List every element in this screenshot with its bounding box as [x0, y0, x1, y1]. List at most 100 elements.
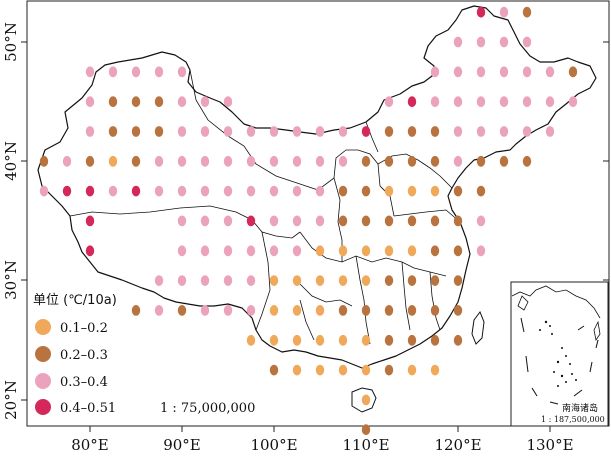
station-point [361, 245, 371, 257]
station-point [223, 215, 233, 227]
station-point [430, 334, 440, 346]
station-point [407, 275, 417, 286]
inset-islands [539, 320, 577, 387]
station-point [177, 126, 187, 137]
station-point [177, 275, 187, 286]
station-point [315, 245, 325, 257]
legend-swatch [35, 319, 51, 335]
station-point [154, 155, 164, 167]
station-point [315, 126, 325, 137]
south-china-sea-inset: 南海诸岛 1 : 187,500,000 [510, 281, 609, 427]
station-point [430, 364, 440, 376]
station-point [154, 126, 164, 137]
station-point [384, 126, 394, 137]
station-point [361, 364, 371, 376]
station-point [200, 245, 210, 257]
station-point [476, 66, 486, 78]
station-point [85, 96, 95, 108]
station-point [85, 126, 95, 137]
station-point [269, 305, 279, 316]
legend-label: 0.2–0.3 [60, 348, 108, 363]
station-point [430, 245, 440, 257]
station-point [269, 275, 279, 286]
station-point [361, 185, 371, 197]
station-point [453, 36, 463, 48]
station-point [430, 275, 440, 286]
x-tick-label: 80°E [71, 436, 109, 454]
station-point [315, 364, 325, 376]
station-point [361, 155, 371, 167]
station-point [177, 155, 187, 167]
china-boundary [37, 5, 597, 369]
y-axis-labels: 50°N 40°N 30°N 20°N [2, 22, 20, 420]
legend: 单位 (℃/10a) 0.1–0.2 0.2–0.3 0.3–0.4 0.4–0… [33, 293, 117, 416]
station-point [131, 126, 141, 137]
station-point [476, 245, 486, 257]
y-tick-label: 20°N [2, 380, 20, 420]
station-point [384, 364, 394, 376]
station-point [545, 96, 555, 108]
station-point [430, 126, 440, 137]
station-point [338, 215, 348, 227]
legend-swatch [35, 399, 51, 415]
station-point [223, 96, 233, 108]
x-tick-label: 90°E [163, 436, 201, 454]
station-point [292, 126, 302, 137]
station-point [154, 185, 164, 197]
station-point [499, 36, 509, 48]
station-point [246, 155, 256, 167]
x-tick-label: 100°E [250, 436, 297, 454]
station-point [476, 6, 486, 18]
station-point [269, 364, 279, 376]
station-point [269, 126, 279, 137]
x-tick-label: 130°E [526, 436, 573, 454]
station-point [85, 155, 95, 167]
station-point [108, 126, 118, 137]
station-points [39, 6, 578, 436]
station-point [522, 126, 532, 137]
station-point [384, 245, 394, 257]
station-point [177, 245, 187, 257]
station-point [338, 334, 348, 346]
station-point [568, 96, 578, 108]
station-point [177, 185, 187, 197]
station-point [154, 96, 164, 108]
station-point [292, 245, 302, 257]
station-point [154, 66, 164, 78]
inset-taiwan [593, 320, 601, 342]
station-point [131, 305, 141, 316]
station-point [269, 155, 279, 167]
station-point [269, 185, 279, 197]
station-point [39, 185, 49, 197]
station-point [453, 305, 463, 316]
y-tick-label: 50°N [2, 22, 20, 62]
station-point [338, 185, 348, 197]
station-point [499, 66, 509, 78]
station-point [384, 155, 394, 167]
station-point [177, 305, 187, 316]
station-point [154, 305, 164, 316]
station-point [108, 185, 118, 197]
station-point [62, 155, 72, 167]
station-point [453, 215, 463, 227]
y-tick-label: 30°N [2, 260, 20, 300]
station-point [246, 185, 256, 197]
station-point [453, 155, 463, 167]
station-point [407, 305, 417, 316]
station-point [361, 215, 371, 227]
station-point [292, 364, 302, 376]
station-point [108, 66, 118, 78]
station-point [85, 185, 95, 197]
inset-scale: 1 : 187,500,000 [541, 415, 605, 424]
station-point [407, 215, 417, 227]
station-point [223, 126, 233, 137]
map-scale: 1 : 75,000,000 [160, 401, 255, 416]
station-point [315, 185, 325, 197]
station-point [292, 185, 302, 197]
station-point [476, 215, 486, 227]
inset-coastline [511, 285, 601, 319]
station-point [430, 66, 440, 78]
station-point [453, 126, 463, 137]
internal-boundaries [69, 69, 461, 345]
